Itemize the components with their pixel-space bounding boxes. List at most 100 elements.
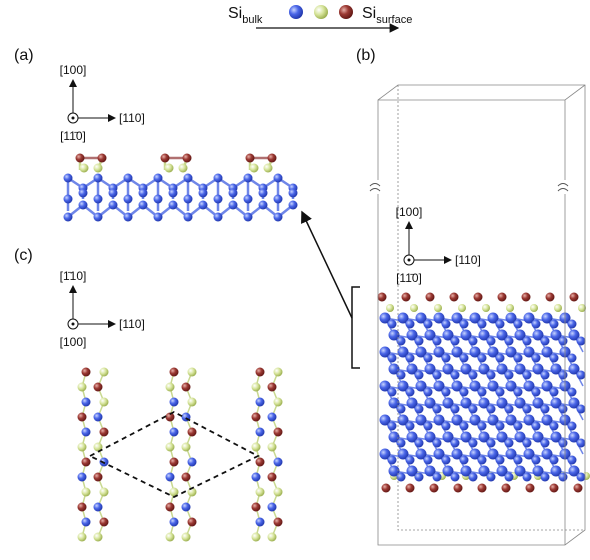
panel-label: (c) bbox=[14, 247, 33, 264]
atom bbox=[578, 304, 586, 312]
atom bbox=[514, 465, 526, 477]
atom bbox=[388, 329, 400, 341]
atom bbox=[169, 367, 179, 377]
atom bbox=[540, 472, 550, 482]
atom bbox=[442, 363, 454, 375]
atom bbox=[424, 363, 436, 375]
atom bbox=[576, 472, 586, 482]
atom bbox=[433, 312, 445, 324]
atom bbox=[213, 194, 223, 204]
atom bbox=[251, 502, 261, 512]
atom bbox=[251, 442, 261, 452]
atom bbox=[459, 455, 469, 465]
panel-label: (a) bbox=[14, 47, 34, 64]
atom bbox=[81, 397, 91, 407]
legend-sub: surface bbox=[376, 14, 412, 26]
atom bbox=[550, 431, 562, 443]
atom bbox=[545, 292, 555, 302]
atom bbox=[433, 448, 445, 460]
atom bbox=[123, 173, 133, 183]
atom bbox=[478, 431, 490, 443]
atom bbox=[549, 319, 559, 329]
atom bbox=[424, 465, 436, 477]
atom bbox=[187, 427, 197, 437]
atom bbox=[181, 472, 191, 482]
atom bbox=[487, 346, 499, 358]
atom bbox=[77, 502, 87, 512]
break bbox=[368, 180, 390, 194]
atom bbox=[165, 382, 175, 392]
atom bbox=[187, 457, 197, 467]
atom bbox=[273, 517, 283, 527]
atom bbox=[576, 336, 586, 346]
atom bbox=[138, 188, 148, 198]
atom bbox=[513, 387, 523, 397]
atom bbox=[168, 200, 178, 210]
atom bbox=[160, 153, 170, 163]
atom bbox=[549, 353, 559, 363]
atom bbox=[505, 380, 517, 392]
atom bbox=[531, 387, 541, 397]
atom bbox=[549, 455, 559, 465]
atom bbox=[468, 404, 478, 414]
atom bbox=[198, 188, 208, 198]
atom bbox=[468, 370, 478, 380]
atom bbox=[442, 329, 454, 341]
atom bbox=[255, 487, 265, 497]
atom bbox=[63, 194, 73, 204]
atom bbox=[451, 414, 463, 426]
axes: [100] [110] [11̄0] [100] [110] [11̄0] [1̄10] [1… bbox=[60, 63, 481, 499]
atom bbox=[397, 312, 409, 324]
atom bbox=[410, 304, 418, 312]
atom bbox=[497, 292, 507, 302]
atom bbox=[187, 367, 197, 377]
atom bbox=[379, 312, 391, 324]
atom bbox=[451, 312, 463, 324]
atom bbox=[405, 483, 415, 493]
atom bbox=[93, 502, 103, 512]
atom bbox=[432, 370, 442, 380]
atom bbox=[477, 483, 487, 493]
atom bbox=[387, 455, 397, 465]
atom bbox=[540, 370, 550, 380]
atom bbox=[99, 487, 109, 497]
atom bbox=[377, 292, 387, 302]
atom bbox=[258, 188, 268, 198]
atom bbox=[273, 173, 283, 183]
atom bbox=[549, 387, 559, 397]
atom bbox=[406, 397, 418, 409]
atom bbox=[243, 194, 253, 204]
atom bbox=[406, 431, 418, 443]
atom bbox=[495, 387, 505, 397]
atom bbox=[521, 292, 531, 302]
atom bbox=[273, 427, 283, 437]
atom bbox=[183, 173, 193, 183]
atom bbox=[522, 404, 532, 414]
atom bbox=[486, 404, 496, 414]
atom bbox=[93, 412, 103, 422]
atom bbox=[251, 472, 261, 482]
atom bbox=[432, 336, 442, 346]
atom bbox=[187, 397, 197, 407]
atom bbox=[423, 421, 433, 431]
atom bbox=[406, 465, 418, 477]
atom bbox=[569, 292, 579, 302]
atom bbox=[568, 397, 580, 409]
atom bbox=[576, 404, 586, 414]
atom bbox=[414, 370, 424, 380]
atom bbox=[495, 353, 505, 363]
atom bbox=[79, 163, 89, 173]
atom bbox=[482, 304, 490, 312]
atom bbox=[423, 455, 433, 465]
atom bbox=[138, 200, 148, 210]
atom bbox=[187, 517, 197, 527]
unit-cell bbox=[88, 410, 260, 499]
atom bbox=[496, 431, 508, 443]
atom bbox=[255, 427, 265, 437]
atom bbox=[387, 421, 397, 431]
atom bbox=[267, 442, 277, 452]
atom bbox=[414, 438, 424, 448]
atom bbox=[487, 312, 499, 324]
atom bbox=[496, 397, 508, 409]
